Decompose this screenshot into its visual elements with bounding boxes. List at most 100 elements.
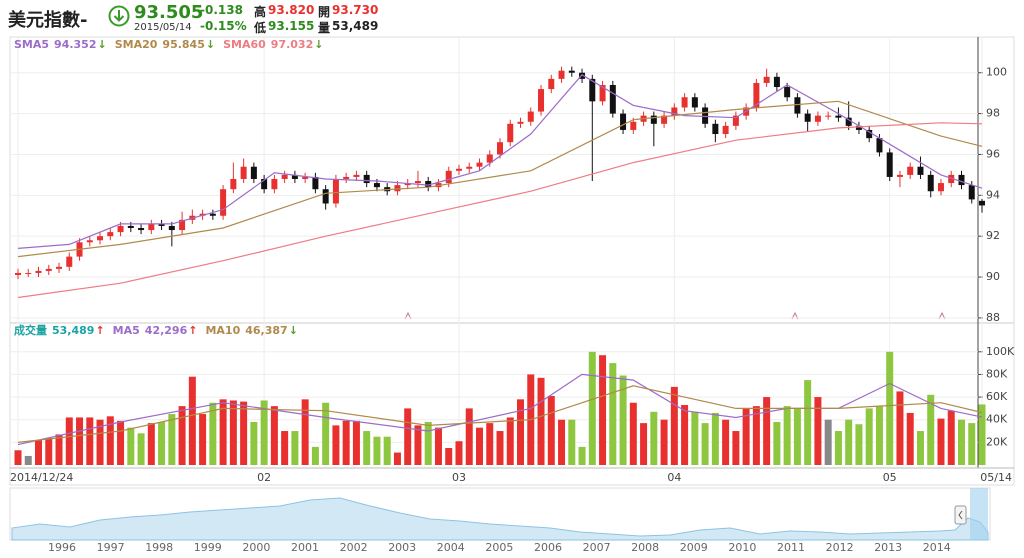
volume-bar bbox=[865, 408, 873, 465]
y-tick-label: 90 bbox=[986, 270, 1000, 283]
candle-body bbox=[558, 70, 565, 79]
candle-body bbox=[240, 166, 247, 179]
navigator-area bbox=[11, 497, 989, 541]
candle-body bbox=[445, 170, 452, 184]
volume-bar bbox=[188, 376, 196, 465]
candle-body bbox=[691, 97, 698, 108]
candle-body bbox=[363, 174, 370, 184]
candle-body bbox=[763, 76, 770, 83]
volume-bar bbox=[465, 408, 473, 465]
high-label: 高 bbox=[254, 5, 267, 19]
candle-body bbox=[158, 223, 165, 226]
volume-bar bbox=[291, 431, 299, 465]
change: -0.138 bbox=[200, 3, 243, 17]
candle-body bbox=[507, 123, 514, 143]
candle-body bbox=[589, 78, 596, 102]
candle-body bbox=[291, 174, 298, 179]
legend: 成交量 53,489↑ MA5 42,296↑ MA10 46,387↓ bbox=[14, 323, 298, 337]
candle-body bbox=[855, 125, 862, 130]
candle-body bbox=[937, 183, 944, 192]
volume-bar bbox=[588, 351, 596, 465]
volume-bar bbox=[342, 420, 350, 465]
candle-body bbox=[979, 200, 985, 206]
high: 93.820 bbox=[268, 3, 315, 17]
volume-bar bbox=[86, 417, 94, 465]
candle-body bbox=[497, 142, 503, 155]
candle-body bbox=[886, 152, 893, 177]
candle-body bbox=[527, 111, 534, 122]
candle-body bbox=[250, 166, 257, 179]
volume-bar bbox=[117, 420, 125, 465]
candle-body bbox=[825, 115, 832, 117]
navigator-handle[interactable] bbox=[954, 505, 967, 525]
candle-body bbox=[455, 168, 462, 171]
ma-line bbox=[17, 373, 983, 446]
candle-body bbox=[661, 115, 668, 124]
year-label: 2012 bbox=[826, 541, 854, 554]
volume-bar bbox=[834, 431, 842, 465]
volume-bar bbox=[886, 351, 894, 465]
volume-bar bbox=[927, 394, 935, 465]
candle-body bbox=[168, 225, 175, 231]
legend-text: 53,489 bbox=[52, 324, 94, 337]
candle-body bbox=[927, 174, 934, 192]
candle-body bbox=[209, 213, 216, 216]
candle-body bbox=[712, 123, 719, 135]
volume-bar bbox=[947, 410, 955, 465]
candle-body bbox=[732, 115, 739, 126]
down-icon bbox=[108, 5, 130, 27]
open-label: 開 bbox=[318, 5, 331, 19]
volume-bar bbox=[352, 420, 360, 465]
candle-body bbox=[620, 113, 627, 130]
volume-bar bbox=[875, 406, 883, 465]
volume-bar bbox=[76, 417, 84, 465]
candle-body bbox=[127, 225, 134, 229]
volume-bar bbox=[537, 377, 545, 465]
marker bbox=[404, 311, 946, 320]
volume-bar bbox=[640, 423, 648, 465]
volume-bar bbox=[937, 418, 945, 465]
year-label: 2005 bbox=[485, 541, 513, 554]
volume-bar bbox=[619, 375, 627, 465]
volume-bar bbox=[568, 419, 576, 465]
volume-bar bbox=[722, 419, 730, 465]
low-label: 低 bbox=[254, 21, 267, 35]
volume-bar bbox=[158, 421, 166, 465]
volume-bar bbox=[711, 412, 719, 465]
candle-body bbox=[56, 266, 63, 269]
volume-bar bbox=[670, 386, 678, 465]
x-tick-label: 02 bbox=[257, 471, 271, 484]
volume-bar bbox=[793, 408, 801, 465]
candle-body bbox=[917, 166, 924, 175]
candle-body bbox=[538, 89, 545, 112]
legend-text: 46,387 bbox=[245, 324, 287, 337]
frame bbox=[9, 36, 1015, 486]
volume-bar bbox=[906, 412, 914, 465]
candle-body bbox=[179, 219, 186, 231]
candle-body bbox=[907, 166, 914, 175]
volume-bar bbox=[270, 406, 278, 465]
candle-body bbox=[466, 166, 473, 169]
y-tick-label: 60K bbox=[986, 390, 1008, 403]
candle-body bbox=[948, 174, 955, 184]
year-label: 2001 bbox=[291, 541, 319, 554]
legend-text: SMA60 bbox=[223, 38, 266, 51]
ma-line bbox=[17, 100, 983, 258]
y-tick-label: 98 bbox=[986, 107, 1000, 120]
y-tick-label: 100 bbox=[986, 66, 1007, 79]
volume-bar bbox=[475, 427, 483, 465]
volume-bar bbox=[199, 414, 207, 465]
volume-bar bbox=[178, 406, 186, 465]
volume-bar bbox=[14, 450, 22, 465]
candle-body bbox=[548, 78, 555, 90]
candle-body bbox=[773, 76, 780, 88]
legend-text: ↑ bbox=[188, 324, 197, 337]
y-tick-label: 100K bbox=[986, 345, 1015, 358]
candle-body bbox=[835, 115, 842, 118]
volume-bar bbox=[978, 404, 986, 465]
volume-bar bbox=[363, 431, 371, 465]
legend-text: 97.032 bbox=[271, 38, 313, 51]
candle-body bbox=[681, 97, 688, 108]
candle-body bbox=[876, 138, 883, 153]
legend-text: MA10 bbox=[205, 324, 240, 337]
